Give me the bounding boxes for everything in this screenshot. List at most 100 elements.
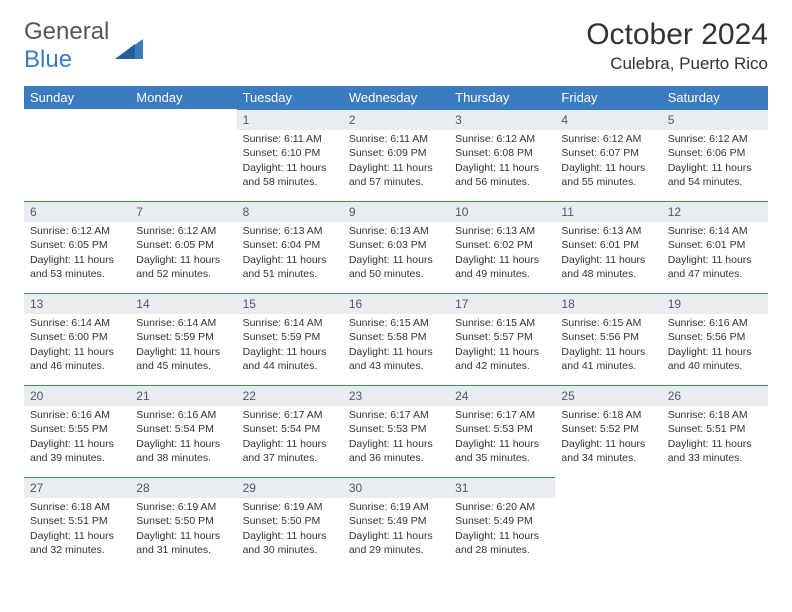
day-number: 19	[662, 293, 768, 314]
daylight-line: Daylight: 11 hours and 36 minutes.	[349, 437, 443, 465]
daylight-line: Daylight: 11 hours and 46 minutes.	[30, 345, 124, 373]
sunset-line: Sunset: 5:52 PM	[561, 422, 655, 436]
sunset-line: Sunset: 5:54 PM	[136, 422, 230, 436]
daylight-line: Daylight: 11 hours and 49 minutes.	[455, 253, 549, 281]
sunrise-line: Sunrise: 6:19 AM	[243, 500, 337, 514]
day-number: 2	[343, 109, 449, 130]
day-body: Sunrise: 6:12 AMSunset: 6:08 PMDaylight:…	[449, 130, 555, 193]
sunrise-line: Sunrise: 6:19 AM	[349, 500, 443, 514]
daylight-line: Daylight: 11 hours and 55 minutes.	[561, 161, 655, 189]
calendar-cell: 6Sunrise: 6:12 AMSunset: 6:05 PMDaylight…	[24, 201, 130, 293]
daylight-line: Daylight: 11 hours and 52 minutes.	[136, 253, 230, 281]
calendar-cell: 2Sunrise: 6:11 AMSunset: 6:09 PMDaylight…	[343, 109, 449, 201]
sunrise-line: Sunrise: 6:13 AM	[243, 224, 337, 238]
daylight-line: Daylight: 11 hours and 40 minutes.	[668, 345, 762, 373]
sunrise-line: Sunrise: 6:14 AM	[30, 316, 124, 330]
day-number: 21	[130, 385, 236, 406]
daylight-line: Daylight: 11 hours and 32 minutes.	[30, 529, 124, 557]
sunrise-line: Sunrise: 6:20 AM	[455, 500, 549, 514]
calendar-cell	[130, 109, 236, 201]
sunrise-line: Sunrise: 6:19 AM	[136, 500, 230, 514]
day-number: 8	[237, 201, 343, 222]
sunrise-line: Sunrise: 6:16 AM	[30, 408, 124, 422]
daylight-line: Daylight: 11 hours and 43 minutes.	[349, 345, 443, 373]
daylight-line: Daylight: 11 hours and 37 minutes.	[243, 437, 337, 465]
sunset-line: Sunset: 5:57 PM	[455, 330, 549, 344]
day-number: 27	[24, 477, 130, 498]
weekday-header: Friday	[555, 86, 661, 109]
day-number: 10	[449, 201, 555, 222]
day-body: Sunrise: 6:18 AMSunset: 5:51 PMDaylight:…	[24, 498, 130, 561]
sunset-line: Sunset: 5:49 PM	[455, 514, 549, 528]
day-number: 23	[343, 385, 449, 406]
calendar-cell: 18Sunrise: 6:15 AMSunset: 5:56 PMDayligh…	[555, 293, 661, 385]
day-body: Sunrise: 6:16 AMSunset: 5:54 PMDaylight:…	[130, 406, 236, 469]
sunset-line: Sunset: 5:58 PM	[349, 330, 443, 344]
day-body: Sunrise: 6:12 AMSunset: 6:05 PMDaylight:…	[130, 222, 236, 285]
calendar-cell: 27Sunrise: 6:18 AMSunset: 5:51 PMDayligh…	[24, 477, 130, 569]
logo-text-1: General	[24, 18, 109, 45]
calendar-cell: 28Sunrise: 6:19 AMSunset: 5:50 PMDayligh…	[130, 477, 236, 569]
day-number: 11	[555, 201, 661, 222]
calendar-cell: 20Sunrise: 6:16 AMSunset: 5:55 PMDayligh…	[24, 385, 130, 477]
day-number: 15	[237, 293, 343, 314]
sunset-line: Sunset: 6:07 PM	[561, 146, 655, 160]
daylight-line: Daylight: 11 hours and 53 minutes.	[30, 253, 124, 281]
day-number: 3	[449, 109, 555, 130]
day-body: Sunrise: 6:13 AMSunset: 6:02 PMDaylight:…	[449, 222, 555, 285]
daylight-line: Daylight: 11 hours and 29 minutes.	[349, 529, 443, 557]
daylight-line: Daylight: 11 hours and 35 minutes.	[455, 437, 549, 465]
weekday-header: Thursday	[449, 86, 555, 109]
day-number: 28	[130, 477, 236, 498]
sunrise-line: Sunrise: 6:17 AM	[243, 408, 337, 422]
calendar-cell: 4Sunrise: 6:12 AMSunset: 6:07 PMDaylight…	[555, 109, 661, 201]
day-body: Sunrise: 6:14 AMSunset: 5:59 PMDaylight:…	[237, 314, 343, 377]
sunrise-line: Sunrise: 6:14 AM	[668, 224, 762, 238]
sunrise-line: Sunrise: 6:12 AM	[136, 224, 230, 238]
logo-text: General Blue	[24, 18, 109, 74]
calendar-cell: 10Sunrise: 6:13 AMSunset: 6:02 PMDayligh…	[449, 201, 555, 293]
weekday-header: Tuesday	[237, 86, 343, 109]
daylight-line: Daylight: 11 hours and 47 minutes.	[668, 253, 762, 281]
weekday-header: Sunday	[24, 86, 130, 109]
day-body: Sunrise: 6:11 AMSunset: 6:09 PMDaylight:…	[343, 130, 449, 193]
daylight-line: Daylight: 11 hours and 44 minutes.	[243, 345, 337, 373]
day-body: Sunrise: 6:19 AMSunset: 5:50 PMDaylight:…	[130, 498, 236, 561]
sunrise-line: Sunrise: 6:14 AM	[243, 316, 337, 330]
day-body: Sunrise: 6:13 AMSunset: 6:01 PMDaylight:…	[555, 222, 661, 285]
sunset-line: Sunset: 6:01 PM	[668, 238, 762, 252]
sunrise-line: Sunrise: 6:16 AM	[668, 316, 762, 330]
day-number: 30	[343, 477, 449, 498]
day-number: 4	[555, 109, 661, 130]
day-body: Sunrise: 6:17 AMSunset: 5:53 PMDaylight:…	[449, 406, 555, 469]
daylight-line: Daylight: 11 hours and 56 minutes.	[455, 161, 549, 189]
calendar-cell: 22Sunrise: 6:17 AMSunset: 5:54 PMDayligh…	[237, 385, 343, 477]
sunset-line: Sunset: 6:08 PM	[455, 146, 549, 160]
calendar-cell: 13Sunrise: 6:14 AMSunset: 6:00 PMDayligh…	[24, 293, 130, 385]
calendar-row: 6Sunrise: 6:12 AMSunset: 6:05 PMDaylight…	[24, 201, 768, 293]
calendar-cell: 14Sunrise: 6:14 AMSunset: 5:59 PMDayligh…	[130, 293, 236, 385]
sunset-line: Sunset: 5:53 PM	[349, 422, 443, 436]
calendar-row: 13Sunrise: 6:14 AMSunset: 6:00 PMDayligh…	[24, 293, 768, 385]
sunrise-line: Sunrise: 6:15 AM	[349, 316, 443, 330]
day-number: 12	[662, 201, 768, 222]
sunrise-line: Sunrise: 6:14 AM	[136, 316, 230, 330]
calendar-cell	[662, 477, 768, 569]
day-number: 26	[662, 385, 768, 406]
calendar-cell: 15Sunrise: 6:14 AMSunset: 5:59 PMDayligh…	[237, 293, 343, 385]
day-body: Sunrise: 6:14 AMSunset: 5:59 PMDaylight:…	[130, 314, 236, 377]
daylight-line: Daylight: 11 hours and 33 minutes.	[668, 437, 762, 465]
sunset-line: Sunset: 6:01 PM	[561, 238, 655, 252]
day-body: Sunrise: 6:20 AMSunset: 5:49 PMDaylight:…	[449, 498, 555, 561]
header: General Blue October 2024 Culebra, Puert…	[24, 18, 768, 74]
sunset-line: Sunset: 5:50 PM	[243, 514, 337, 528]
calendar-cell: 5Sunrise: 6:12 AMSunset: 6:06 PMDaylight…	[662, 109, 768, 201]
calendar-cell: 11Sunrise: 6:13 AMSunset: 6:01 PMDayligh…	[555, 201, 661, 293]
calendar-body: 1Sunrise: 6:11 AMSunset: 6:10 PMDaylight…	[24, 109, 768, 569]
sunrise-line: Sunrise: 6:17 AM	[455, 408, 549, 422]
sunrise-line: Sunrise: 6:18 AM	[668, 408, 762, 422]
daylight-line: Daylight: 11 hours and 51 minutes.	[243, 253, 337, 281]
daylight-line: Daylight: 11 hours and 54 minutes.	[668, 161, 762, 189]
sunset-line: Sunset: 6:00 PM	[30, 330, 124, 344]
day-body: Sunrise: 6:11 AMSunset: 6:10 PMDaylight:…	[237, 130, 343, 193]
